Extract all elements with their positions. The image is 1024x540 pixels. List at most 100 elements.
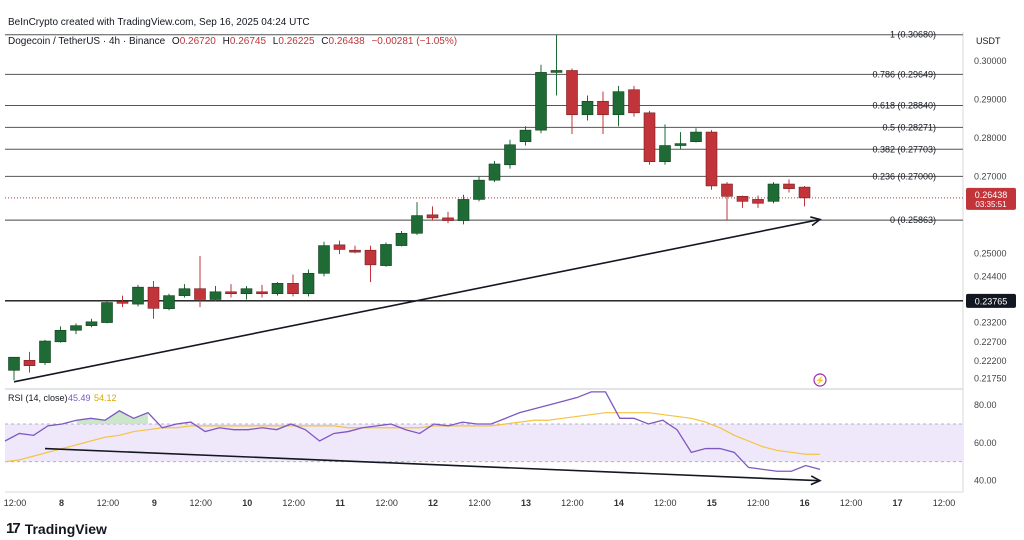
price-trendline-arrow [13, 218, 821, 383]
fib-level-label: 0.5 (0.28271) [882, 122, 936, 132]
price-tick-label: 0.22200 [974, 356, 1007, 366]
time-tick-label: 14 [614, 498, 624, 508]
candle-body [349, 249, 361, 253]
price-tick-label: 0.30000 [974, 56, 1007, 66]
open-value: 0.26720 [179, 36, 216, 47]
candle-body [643, 112, 656, 162]
close-label: C [321, 36, 329, 47]
candle-body [736, 196, 749, 202]
rsi-title: RSI (14, close) [8, 393, 68, 403]
price-trendline-arrow-head [810, 216, 822, 227]
tradingview-logo-icon: 17 [6, 520, 21, 537]
candle-body [597, 100, 609, 116]
candle-body [147, 286, 160, 309]
price-tick-label: 0.21750 [974, 373, 1007, 383]
fib-level-label: 0.236 (0.27000) [872, 171, 936, 181]
candle-body [426, 214, 439, 219]
current-price-value: 0.26438 [975, 190, 1008, 200]
price-tick-label: 0.24400 [974, 271, 1007, 281]
candle-body [705, 131, 718, 187]
candle-body [116, 301, 129, 304]
candle-body [209, 291, 222, 300]
time-tick-label: 12 [428, 498, 438, 508]
candle-body [287, 283, 299, 295]
candle-body [411, 215, 423, 234]
candle-body [240, 288, 253, 295]
rsi-divergence-arrow-head [810, 475, 822, 486]
candle-body [519, 129, 532, 142]
time-tick-label: 11 [335, 498, 345, 508]
rsi-line [4, 391, 821, 472]
candle-body [364, 249, 377, 266]
time-tick-label: 12:00 [654, 498, 677, 508]
currency-label: USDT [976, 36, 1001, 46]
candle-body [798, 186, 811, 199]
candle-body [442, 217, 454, 221]
candle-body [457, 199, 470, 221]
time-tick-label: 12:00 [282, 498, 305, 508]
rsi-ma-line [4, 412, 820, 463]
low-value: 0.26225 [278, 36, 315, 47]
symbol-name[interactable]: Dogecoin / TetherUS · 4h · Binance [8, 36, 166, 47]
time-tick-label: 9 [152, 498, 157, 508]
candle-body [395, 232, 408, 246]
candle-body [535, 72, 547, 131]
candle-body [23, 359, 36, 366]
tradingview-branding: 17 TradingView [6, 520, 107, 537]
fib-level-label: 0.618 (0.28840) [872, 101, 936, 111]
time-tick-label: 12:00 [933, 498, 956, 508]
chart-credit: BeInCrypto created with TradingView.com,… [8, 17, 310, 28]
open-label: O [171, 36, 180, 47]
brand-name: TradingView [24, 520, 107, 537]
rsi-tick-label: 80.00 [974, 400, 997, 410]
candle-body [302, 273, 315, 295]
candle-body [318, 245, 330, 274]
candle-body [488, 163, 501, 181]
time-tick-label: 12:00 [747, 498, 770, 508]
rsi-tick-label: 40.00 [974, 476, 997, 486]
low-label: L [272, 36, 279, 47]
rsi-value: 45.49 [68, 393, 91, 403]
time-tick-label: 12:00 [4, 498, 27, 508]
candle-body [752, 199, 764, 204]
close-value: 0.26438 [328, 36, 365, 47]
time-tick-label: 8 [59, 498, 64, 508]
time-tick-label: 12:00 [561, 498, 584, 508]
fib-level-label: 0.786 (0.29649) [872, 69, 936, 79]
candle-body [39, 340, 51, 363]
candle-body [256, 291, 268, 295]
price-tick-label: 0.29000 [974, 94, 1007, 104]
time-tick-label: 12:00 [97, 498, 120, 508]
price-tick-label: 0.23200 [974, 318, 1007, 328]
time-tick-label: 12:00 [840, 498, 863, 508]
rsi-tick-label: 60.00 [974, 438, 997, 448]
fib-level-label: 1 (0.30680) [890, 30, 936, 40]
rsi-divergence-arrow [44, 447, 821, 482]
bar-countdown: 03:35:51 [975, 200, 1007, 209]
price-tick-label: 0.28000 [974, 133, 1007, 143]
support-level-badge [966, 293, 1016, 308]
time-tick-label: 10 [242, 498, 252, 508]
candle-body [225, 291, 237, 295]
change-value: −0.00281 (−1.05%) [371, 36, 458, 47]
candle-body [333, 244, 346, 250]
candle-body [101, 302, 113, 323]
symbol-info[interactable]: Dogecoin / TetherUS · 4h · Binance O0.26… [8, 36, 457, 47]
rsi-band-background [5, 424, 963, 462]
candle-body [504, 144, 516, 166]
time-tick-label: 12:00 [190, 498, 213, 508]
price-tick-label: 0.25000 [974, 248, 1007, 258]
candle-body [271, 283, 284, 295]
candle-body [70, 325, 82, 331]
candle-body [550, 70, 563, 73]
fib-level-label: 0 (0.25863) [890, 215, 936, 225]
price-tick-label: 0.27000 [974, 171, 1007, 181]
candle-body [581, 100, 594, 116]
fib-level-label: 0.382 (0.27703) [872, 144, 936, 154]
time-tick-label: 13 [521, 498, 531, 508]
candle-body [163, 295, 175, 310]
time-tick-label: 15 [707, 498, 717, 508]
candle-body [767, 183, 780, 202]
event-marker-icon [813, 373, 827, 387]
